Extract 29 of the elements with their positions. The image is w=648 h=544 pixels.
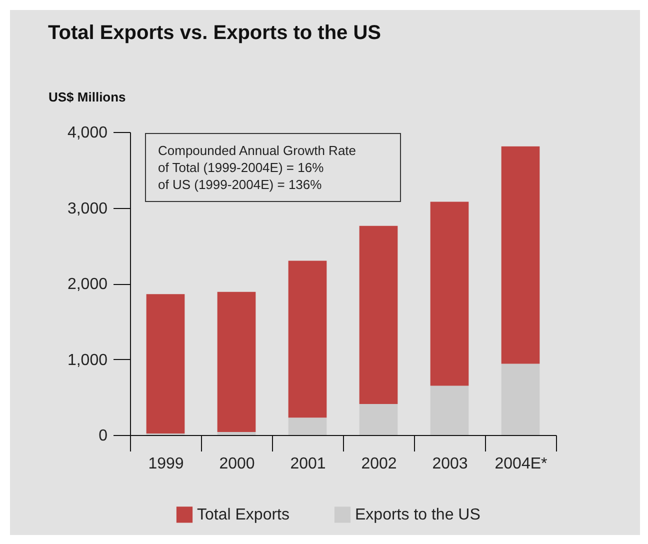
annotation: of Total (1999-2004E) = 16%: [158, 159, 325, 176]
bar: [359, 226, 398, 404]
y-tick-label: 4,000: [67, 124, 108, 142]
legend-label: Exports to the US: [355, 506, 480, 524]
y-tick-label: 2,000: [67, 276, 108, 293]
y-tick-label: 3,000: [67, 200, 108, 218]
y-tick-label: 1,000: [67, 352, 108, 369]
bar: [430, 386, 469, 435]
x-tick-label: 2003: [432, 456, 468, 472]
legend-label: Total Exports: [197, 506, 290, 524]
chart-title: Total Exports vs. Exports to the US: [48, 22, 382, 45]
bar: [217, 292, 256, 432]
bar: [501, 146, 540, 364]
annotation: of US (1999-2004E) = 136%: [158, 176, 323, 193]
bar: [288, 418, 327, 435]
x-tick-label: 2001: [290, 456, 326, 472]
x-tick-label: 2002: [361, 456, 397, 472]
y-tick-label: 0: [98, 428, 108, 444]
bar: [146, 294, 185, 434]
x-tick-label: 2004E*: [494, 456, 548, 472]
annotation: Compounded Annual Growth Rate: [158, 142, 358, 159]
y-axis-title: US$ Millions: [48, 90, 126, 104]
bar: [430, 202, 469, 386]
bar: [501, 364, 540, 435]
x-tick-label: 1999: [148, 456, 184, 472]
x-tick-label: 2000: [219, 456, 255, 472]
bar: [359, 404, 398, 435]
bar: [217, 432, 256, 435]
bar: [288, 260, 327, 418]
